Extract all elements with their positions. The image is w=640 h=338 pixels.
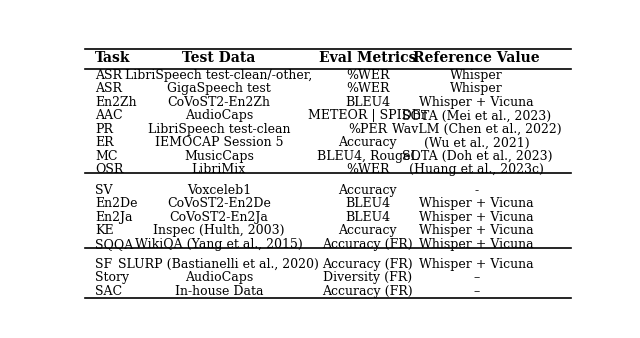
Text: SAC: SAC <box>95 285 122 298</box>
Text: LibriMix: LibriMix <box>192 163 246 176</box>
Text: Inspec (Hulth, 2003): Inspec (Hulth, 2003) <box>153 224 285 237</box>
Text: CoVoST2-En2Zh: CoVoST2-En2Zh <box>168 96 270 109</box>
Text: Task: Task <box>95 51 131 66</box>
Text: ASR: ASR <box>95 82 122 95</box>
Text: SV: SV <box>95 184 113 197</box>
Text: PR: PR <box>95 123 113 136</box>
Text: Accuracy: Accuracy <box>339 224 397 237</box>
Text: (Huang et al., 2023c): (Huang et al., 2023c) <box>410 163 544 176</box>
Text: LibriSpeech test-clean/-other,: LibriSpeech test-clean/-other, <box>125 69 312 82</box>
Text: ASR: ASR <box>95 69 122 82</box>
Text: AudioCaps: AudioCaps <box>185 110 253 122</box>
Text: %PER: %PER <box>348 123 387 136</box>
Text: Test Data: Test Data <box>182 51 255 66</box>
Text: Whisper: Whisper <box>451 82 503 95</box>
Text: Whisper + Vicuna: Whisper + Vicuna <box>419 258 534 271</box>
Text: SOTA (Mei et al., 2023): SOTA (Mei et al., 2023) <box>402 110 552 122</box>
Text: En2De: En2De <box>95 197 138 210</box>
Text: –: – <box>474 271 480 285</box>
Text: MC: MC <box>95 150 117 163</box>
Text: BLEU4: BLEU4 <box>345 197 390 210</box>
Text: (Wu et al., 2021): (Wu et al., 2021) <box>424 137 530 149</box>
Text: En2Zh: En2Zh <box>95 96 136 109</box>
Text: SOTA (Doh et al., 2023): SOTA (Doh et al., 2023) <box>401 150 552 163</box>
Text: WavLM (Chen et al., 2022): WavLM (Chen et al., 2022) <box>392 123 562 136</box>
Text: Accuracy: Accuracy <box>339 184 397 197</box>
Text: Story: Story <box>95 271 129 285</box>
Text: BLEU4: BLEU4 <box>345 211 390 224</box>
Text: AudioCaps: AudioCaps <box>185 271 253 285</box>
Text: –: – <box>474 285 480 298</box>
Text: Voxceleb1: Voxceleb1 <box>187 184 251 197</box>
Text: AAC: AAC <box>95 110 122 122</box>
Text: OSR: OSR <box>95 163 124 176</box>
Text: Whisper + Vicuna: Whisper + Vicuna <box>419 197 534 210</box>
Text: Accuracy (FR): Accuracy (FR) <box>323 258 413 271</box>
Text: ER: ER <box>95 137 113 149</box>
Text: Reference Value: Reference Value <box>413 51 540 66</box>
Text: Whisper + Vicuna: Whisper + Vicuna <box>419 96 534 109</box>
Text: Whisper + Vicuna: Whisper + Vicuna <box>419 238 534 251</box>
Text: METEOR | SPIDEr: METEOR | SPIDEr <box>308 110 427 122</box>
Text: Whisper: Whisper <box>451 69 503 82</box>
Text: MusicCaps: MusicCaps <box>184 150 254 163</box>
Text: Whisper + Vicuna: Whisper + Vicuna <box>419 224 534 237</box>
Text: En2Ja: En2Ja <box>95 211 132 224</box>
Text: IEMOCAP Session 5: IEMOCAP Session 5 <box>155 137 283 149</box>
Text: LibriSpeech test-clean: LibriSpeech test-clean <box>148 123 290 136</box>
Text: CoVoST2-En2De: CoVoST2-En2De <box>167 197 271 210</box>
Text: Eval Metrics: Eval Metrics <box>319 51 417 66</box>
Text: WikiQA (Yang et al., 2015): WikiQA (Yang et al., 2015) <box>135 238 303 251</box>
Text: %WER: %WER <box>346 163 389 176</box>
Text: CoVoST2-En2Ja: CoVoST2-En2Ja <box>170 211 268 224</box>
Text: KE: KE <box>95 224 113 237</box>
Text: In-house Data: In-house Data <box>175 285 263 298</box>
Text: %WER: %WER <box>346 82 389 95</box>
Text: -: - <box>475 184 479 197</box>
Text: SF: SF <box>95 258 112 271</box>
Text: Accuracy (FR): Accuracy (FR) <box>323 238 413 251</box>
Text: BLEU4, RougeL: BLEU4, RougeL <box>317 150 419 163</box>
Text: GigaSpeech test: GigaSpeech test <box>167 82 271 95</box>
Text: SQQA: SQQA <box>95 238 133 251</box>
Text: Accuracy: Accuracy <box>339 137 397 149</box>
Text: Accuracy (FR): Accuracy (FR) <box>323 285 413 298</box>
Text: Whisper + Vicuna: Whisper + Vicuna <box>419 211 534 224</box>
Text: %WER: %WER <box>346 69 389 82</box>
Text: BLEU4: BLEU4 <box>345 96 390 109</box>
Text: Diversity (FR): Diversity (FR) <box>323 271 412 285</box>
Text: SLURP (Bastianelli et al., 2020): SLURP (Bastianelli et al., 2020) <box>118 258 319 271</box>
